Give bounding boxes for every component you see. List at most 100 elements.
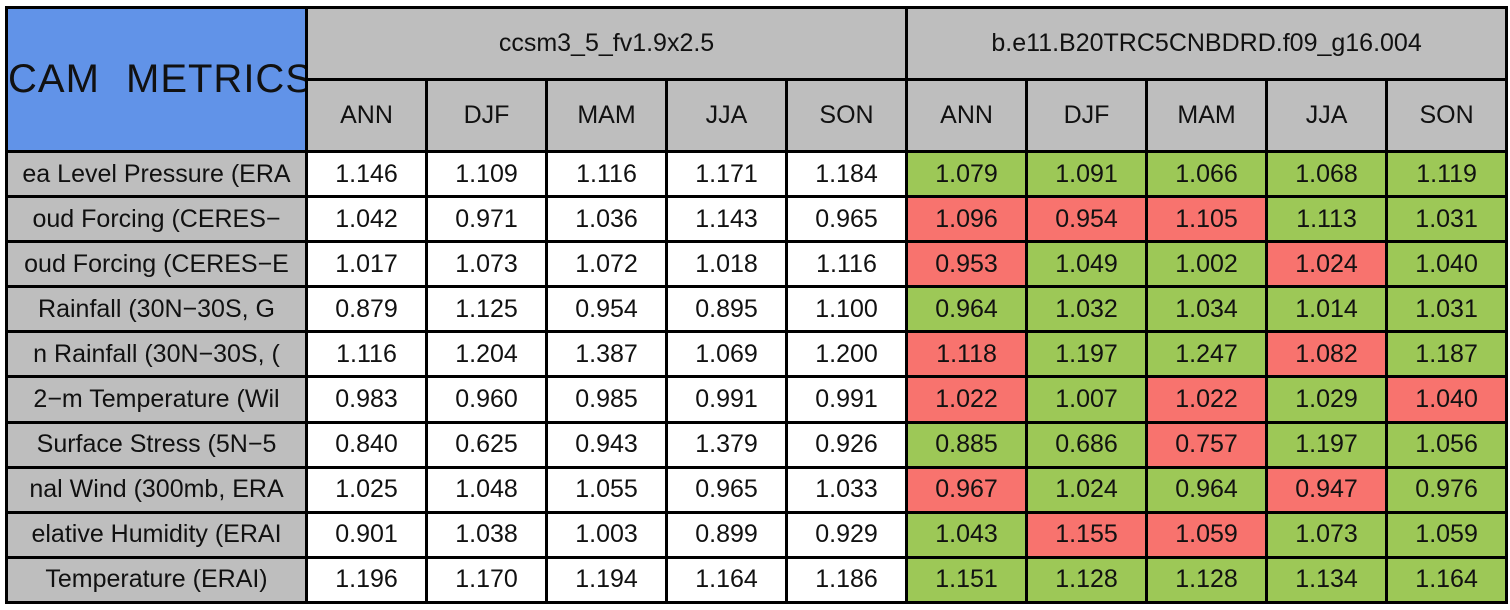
row-label-cell: elative Humidity (ERAI: [5, 510, 308, 559]
metric-value-cell: 1.113: [1265, 195, 1389, 244]
row-label-cell: oud Forcing (CERES−E: [5, 240, 308, 289]
metric-value-cell: 1.049: [1025, 240, 1149, 289]
metric-value-cell: 0.985: [545, 375, 668, 424]
row-label-cell: Surface Stress (5N−5: [5, 420, 308, 469]
metric-value-cell: 1.036: [545, 195, 668, 244]
metric-value-cell: 1.029: [1265, 375, 1389, 424]
row-label-cell: Rainfall (30N−30S, G: [5, 285, 308, 334]
metric-value-cell: 1.134: [1265, 555, 1389, 605]
metric-value-cell: 1.143: [665, 195, 788, 244]
metric-value-cell: 1.146: [305, 149, 428, 199]
metric-value-cell: 1.187: [1385, 330, 1509, 379]
metric-value-cell: 1.118: [905, 330, 1029, 379]
group-header-cesm-le: b.e11.B20TRC5CNBDRD.f09_g16.004: [905, 6, 1509, 81]
metric-value-cell: 0.953: [905, 240, 1029, 289]
table-row: Rainfall (30N−30S, G 0.879 1.125 0.954 0.895…: [5, 285, 1509, 334]
metric-value-cell: 1.072: [545, 240, 668, 289]
table-row: n Rainfall (30N−30S, (1.116 1.204 1.387 1.0…: [5, 330, 1509, 379]
metric-value-cell: 0.967: [905, 465, 1029, 514]
metric-value-cell: 1.184: [784, 149, 909, 199]
metric-value-cell: 1.031: [1385, 285, 1509, 334]
metric-value-cell: 1.105: [1145, 195, 1269, 244]
season-header-mam-1: MAM: [545, 78, 668, 153]
metric-value-cell: 0.926: [784, 420, 909, 469]
metric-value-cell: 1.024: [1025, 465, 1149, 514]
metric-value-cell: 1.022: [905, 375, 1029, 424]
season-header-ann-2: ANN: [905, 78, 1029, 153]
metric-value-cell: 0.964: [905, 285, 1029, 334]
metric-value-cell: 1.073: [425, 240, 548, 289]
metric-value-cell: 1.024: [1265, 240, 1389, 289]
metric-value-cell: 1.379: [665, 420, 788, 469]
table-row: Surface Stress (5N−5 0.840 0.625 0.943 1.379…: [5, 420, 1509, 469]
season-header-ann-1: ANN: [305, 78, 428, 153]
metric-value-cell: 1.014: [1265, 285, 1389, 334]
metric-value-cell: 1.171: [665, 149, 788, 199]
metric-value-cell: 1.197: [1265, 420, 1389, 469]
metric-value-cell: 0.954: [1025, 195, 1149, 244]
row-label-cell: n Rainfall (30N−30S, (: [5, 330, 308, 379]
metric-value-cell: 1.038: [425, 510, 548, 559]
metric-value-cell: 1.059: [1145, 510, 1269, 559]
metric-value-cell: 0.625: [425, 420, 548, 469]
metric-value-cell: 1.042: [305, 195, 428, 244]
metric-value-cell: 1.002: [1145, 240, 1269, 289]
metric-value-cell: 1.116: [545, 149, 668, 199]
metric-value-cell: 1.048: [425, 465, 548, 514]
table-row: Temperature (ERAI) 1.196 1.170 1.194 1.164 1.…: [5, 555, 1509, 605]
row-label-cell: 2−m Temperature (Wil: [5, 375, 308, 424]
metric-value-cell: 1.082: [1265, 330, 1389, 379]
metric-value-cell: 0.885: [905, 420, 1029, 469]
metric-value-cell: 1.100: [784, 285, 909, 334]
metric-value-cell: 1.200: [784, 330, 909, 379]
metric-value-cell: 1.033: [784, 465, 909, 514]
metric-value-cell: 0.964: [1145, 465, 1269, 514]
metric-value-cell: 0.991: [784, 375, 909, 424]
row-label-cell: oud Forcing (CERES−: [5, 195, 308, 244]
metric-value-cell: 1.068: [1265, 149, 1389, 199]
metric-value-cell: 0.947: [1265, 465, 1389, 514]
metric-value-cell: 1.017: [305, 240, 428, 289]
metric-value-cell: 0.686: [1025, 420, 1149, 469]
metric-value-cell: 0.991: [665, 375, 788, 424]
group-header-ccsm3-5: ccsm3_5_fv1.9x2.5: [304, 6, 909, 81]
metric-value-cell: 0.879: [305, 285, 428, 334]
metric-value-cell: 1.196: [305, 555, 428, 605]
season-header-mam-2: MAM: [1145, 78, 1269, 153]
metric-value-cell: 0.965: [665, 465, 788, 514]
metric-value-cell: 1.007: [1025, 375, 1149, 424]
metric-value-cell: 1.034: [1145, 285, 1269, 334]
metric-value-cell: 1.043: [905, 510, 1029, 559]
metric-value-cell: 1.079: [905, 149, 1029, 199]
metric-value-cell: 1.186: [784, 555, 909, 605]
metric-value-cell: 1.204: [425, 330, 548, 379]
metric-value-cell: 1.247: [1145, 330, 1269, 379]
metric-value-cell: 1.031: [1385, 195, 1509, 244]
metric-value-cell: 1.125: [425, 285, 548, 334]
metric-value-cell: 0.895: [665, 285, 788, 334]
metric-value-cell: 1.116: [784, 240, 909, 289]
season-header-son-2: SON: [1385, 78, 1509, 153]
metric-value-cell: 1.056: [1385, 420, 1509, 469]
row-label-cell: Temperature (ERAI): [5, 555, 308, 605]
season-header-row: ANN DJF MAM JJA SON ANN DJF MAM JJA SON: [7, 78, 1509, 153]
metric-value-cell: 1.164: [665, 555, 788, 605]
metric-value-cell: 1.128: [1025, 555, 1149, 605]
metric-value-cell: 0.983: [305, 375, 428, 424]
metric-value-cell: 1.025: [305, 465, 428, 514]
metric-value-cell: 1.151: [905, 555, 1029, 605]
table-row: oud Forcing (CERES− 1.042 0.971 1.036 1.143 0…: [5, 195, 1509, 244]
row-label-cell: ea Level Pressure (ERA: [5, 149, 308, 199]
metric-value-cell: 1.022: [1145, 375, 1269, 424]
metric-value-cell: 1.197: [1025, 330, 1149, 379]
metric-value-cell: 1.069: [665, 330, 788, 379]
metric-value-cell: 1.040: [1385, 375, 1509, 424]
table-row: nal Wind (300mb, ERA 1.025 1.048 1.055 0.965…: [5, 465, 1509, 514]
season-header-jja-1: JJA: [665, 78, 788, 153]
metric-value-cell: 1.055: [545, 465, 668, 514]
row-label-cell: nal Wind (300mb, ERA: [5, 465, 308, 514]
metric-value-cell: 1.032: [1025, 285, 1149, 334]
table-row: ea Level Pressure (ERA 1.146 1.109 1.116 1.1…: [5, 149, 1509, 199]
metric-value-cell: 1.073: [1265, 510, 1389, 559]
